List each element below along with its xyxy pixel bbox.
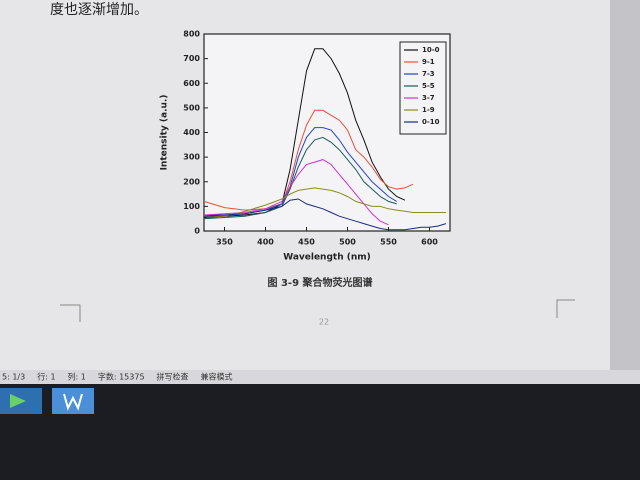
y-tick-label: 0	[194, 227, 200, 236]
y-tick-label: 300	[183, 153, 200, 162]
app-icon	[10, 394, 26, 408]
margin-mark	[556, 299, 575, 318]
y-axis-label: Intensity (a.u.)	[160, 95, 170, 171]
page-number: 22	[319, 318, 329, 327]
legend-label: 5-5	[422, 82, 435, 90]
body-text: 度也逐渐增加。	[50, 2, 148, 18]
scrollbar	[610, 0, 640, 372]
x-tick-label: 550	[380, 238, 397, 247]
x-tick-label: 600	[421, 238, 438, 247]
series-line	[203, 136, 397, 220]
y-tick-label: 500	[183, 103, 200, 112]
status-bar	[0, 370, 640, 384]
chart: 0 100 200 300 400 500 600 700 800 350 400 450 500 550…	[160, 30, 451, 263]
status-items: 5: 1/3 行: 1 列: 1 字数: 15375 拼写检查 兼容模式	[2, 372, 233, 382]
legend-label: 9-1	[422, 58, 435, 66]
y-tick-label: 100	[183, 202, 200, 211]
margin-mark	[60, 304, 81, 322]
x-tick-label: 400	[257, 238, 274, 247]
status-item: 兼容模式	[201, 372, 233, 382]
y-tick-label: 700	[183, 54, 200, 63]
series-line	[203, 159, 389, 226]
series-line	[203, 198, 447, 231]
taskbar	[0, 384, 640, 480]
y-tick-label: 200	[183, 177, 200, 186]
x-axis-label: Wavelength (nm)	[283, 253, 371, 263]
figure-caption: 图 3-9 聚合物荧光图谱	[267, 276, 372, 289]
x-tick-label: 350	[216, 238, 233, 247]
taskbar-app[interactable]	[52, 388, 94, 414]
series-line	[204, 187, 446, 217]
series-line	[203, 109, 414, 211]
legend-label: 1-9	[422, 106, 435, 114]
status-item: 5: 1/3	[2, 373, 25, 382]
y-tick-label: 400	[183, 128, 200, 137]
legend-box	[399, 41, 447, 135]
x-tick-label: 500	[339, 238, 356, 247]
status-item: 行: 1	[37, 372, 55, 382]
legend-label: 0-10	[422, 118, 440, 126]
status-item: 列: 1	[68, 372, 86, 382]
y-tick-label: 800	[183, 30, 200, 39]
legend-label: 3-7	[422, 94, 435, 102]
legend-label: 10-0	[422, 46, 440, 54]
status-item: 拼写检查	[157, 372, 189, 382]
x-tick-label: 450	[298, 238, 315, 247]
legend-label: 7-3	[422, 70, 435, 78]
status-item: 字数: 15375	[98, 372, 145, 382]
word-icon	[63, 393, 83, 411]
y-tick-label: 600	[183, 79, 200, 88]
